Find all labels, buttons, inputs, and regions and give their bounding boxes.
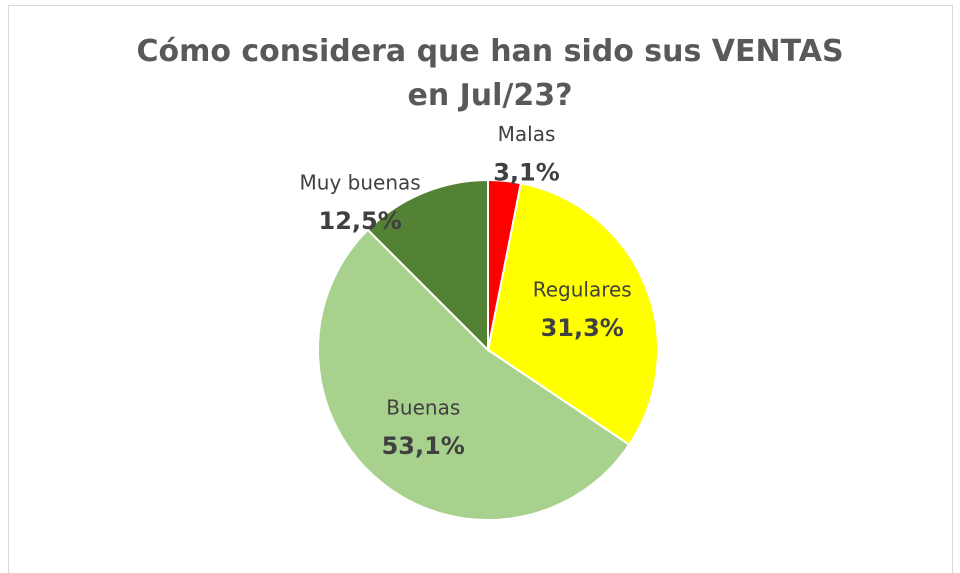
slice-category-label: Malas — [498, 122, 556, 146]
slice-category-label: Regulares — [533, 277, 632, 301]
slice-category-label: Muy buenas — [300, 171, 421, 195]
slice-value-label: 53,1% — [382, 432, 465, 460]
chart-frame — [8, 5, 953, 573]
chart-title: Cómo considera que han sido sus VENTAS e… — [136, 34, 844, 113]
pie-slice — [366, 178, 489, 353]
slice-value-label: 12,5% — [319, 207, 402, 235]
pie-slice — [317, 228, 631, 521]
slice-category-label: Buenas — [386, 395, 460, 419]
slice-value-label: 31,3% — [541, 314, 624, 342]
pie-slice — [486, 182, 659, 447]
slice-value-label: 3,1% — [493, 159, 560, 187]
